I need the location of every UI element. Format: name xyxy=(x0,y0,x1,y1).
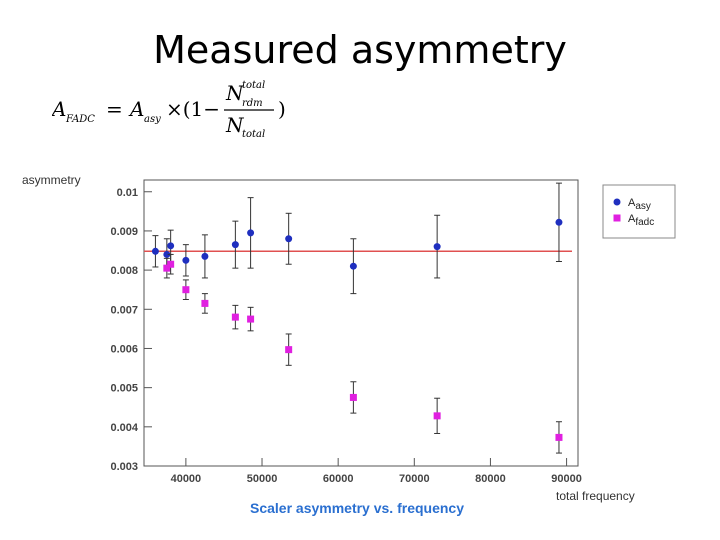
y-tick-label: 0.006 xyxy=(110,343,138,355)
legend-label: Aasy xyxy=(628,197,651,212)
y-tick-label: 0.003 xyxy=(110,461,138,473)
data-point xyxy=(201,252,209,260)
formula-denominator: N xyxy=(225,113,245,137)
y-tick-label: 0.01 xyxy=(117,187,138,199)
data-point xyxy=(231,313,239,321)
formula-lhs: A xyxy=(52,97,66,121)
series-0 xyxy=(151,182,563,295)
data-point xyxy=(555,218,563,226)
plot-frame xyxy=(143,179,579,467)
axis-ticks: 0.003 0.004 0.005 0.006 0.007 0.008 0.009 0.01 4… xyxy=(110,187,581,485)
data-point xyxy=(349,393,357,401)
formula-numerator-sup: total xyxy=(242,80,265,91)
y-axis-label: asymmetry xyxy=(22,173,81,187)
x-tick-label: 60000 xyxy=(323,473,354,485)
y-tick-label: 0.004 xyxy=(110,422,138,434)
y-tick-label: 0.005 xyxy=(110,383,138,395)
formula-lhs-sub: FADC xyxy=(65,114,95,125)
legend-box xyxy=(602,184,676,239)
formula-times: ×(1− xyxy=(166,97,220,121)
data-point xyxy=(285,346,293,354)
legend-marker xyxy=(613,198,621,206)
legend-label-sub: fadc xyxy=(635,217,654,228)
x-axis-label: total frequency xyxy=(556,489,635,503)
data-point xyxy=(167,260,175,268)
formula-numerator: N xyxy=(225,81,245,105)
data-point xyxy=(247,229,255,237)
data-point xyxy=(167,242,175,250)
formula-equals: = xyxy=(106,97,123,121)
x-tick-label: 70000 xyxy=(399,473,430,485)
x-tick-label: 90000 xyxy=(551,473,582,485)
data-point xyxy=(201,299,209,307)
x-tick-label: 80000 xyxy=(475,473,506,485)
series-1 xyxy=(163,253,563,454)
data-marks xyxy=(151,182,563,454)
formula-rhs-a-sub: asy xyxy=(144,114,161,125)
x-tick-label: 40000 xyxy=(171,473,202,485)
asymmetry-formula: A FADC = A asy ×(1− N total rdm N total … xyxy=(52,80,286,140)
y-tick-label: 0.008 xyxy=(110,265,138,277)
formula-rhs-a: A xyxy=(128,97,144,121)
legend-marker xyxy=(613,214,621,222)
y-tick-label: 0.007 xyxy=(110,304,138,316)
data-point xyxy=(433,243,441,251)
legend-label-sub: asy xyxy=(635,201,651,212)
data-point xyxy=(182,256,190,264)
chart-title: Scaler asymmetry vs. frequency xyxy=(250,500,464,516)
data-point xyxy=(349,262,357,270)
data-point xyxy=(285,235,293,243)
data-point xyxy=(247,315,255,323)
asymmetry-chart: 0.003 0.004 0.005 0.006 0.007 0.008 0.009 0.01 4… xyxy=(22,173,676,516)
x-tick-label: 50000 xyxy=(247,473,278,485)
formula-denominator-sub: total xyxy=(242,129,265,140)
data-point xyxy=(433,412,441,420)
slide-title: Measured asymmetry xyxy=(153,28,567,72)
data-point xyxy=(555,433,563,441)
data-point xyxy=(163,264,171,272)
formula-close-paren: ) xyxy=(278,97,286,121)
data-point xyxy=(182,286,190,294)
data-point xyxy=(163,250,171,258)
legend-label: Afadc xyxy=(628,213,654,228)
formula-numerator-sub: rdm xyxy=(242,98,263,109)
data-point xyxy=(151,247,159,255)
y-tick-label: 0.009 xyxy=(110,226,138,238)
data-point xyxy=(231,241,239,249)
